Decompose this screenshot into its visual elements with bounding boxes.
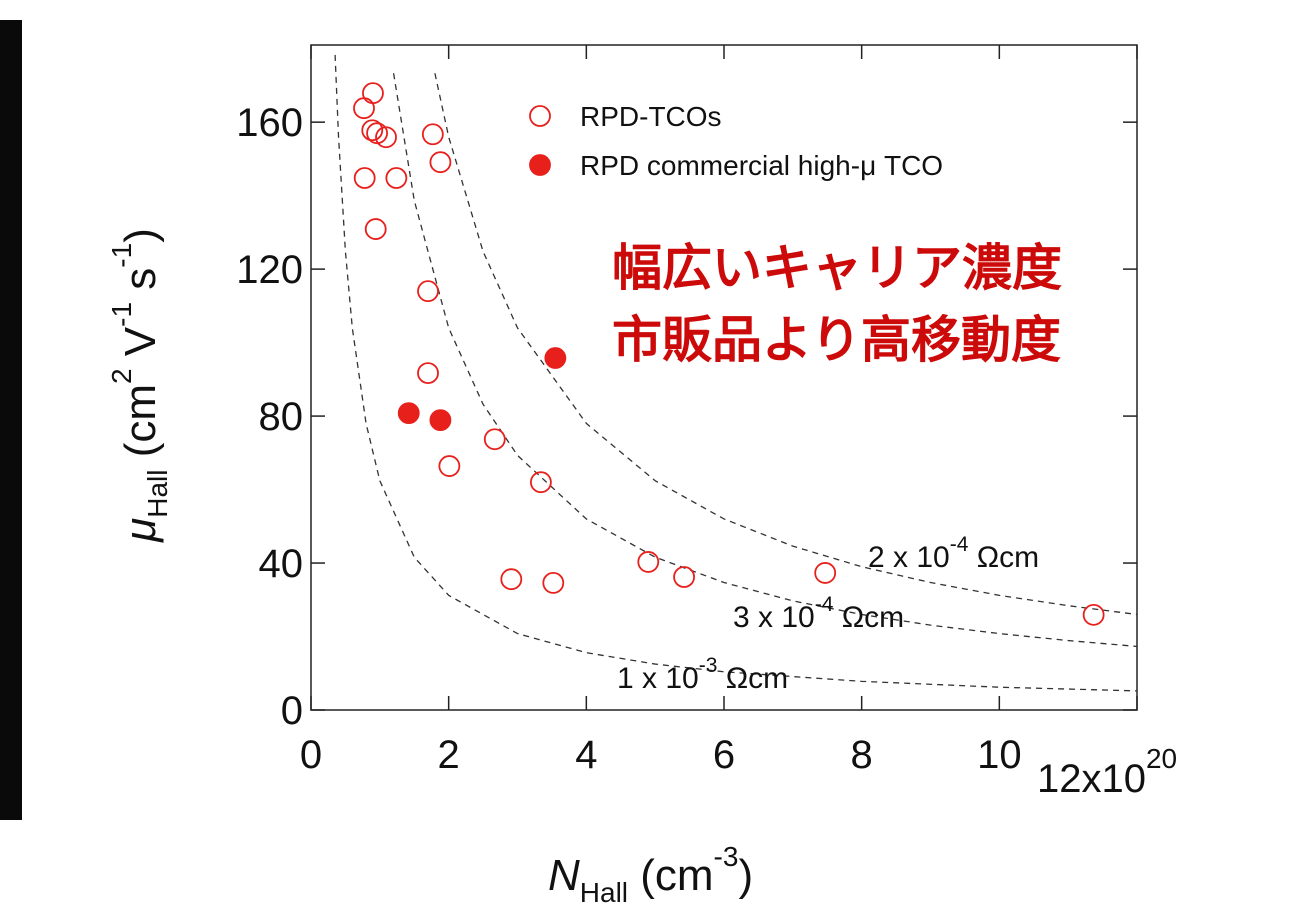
data-point	[417, 280, 439, 303]
x-tick-label-base: 12x10	[1037, 757, 1146, 801]
x-tick-label-exp: 20	[1146, 743, 1177, 774]
data-point	[397, 402, 420, 425]
data-point	[637, 551, 660, 573]
y-tick-label: 40	[259, 542, 304, 586]
annotation: 幅広いキャリア濃度	[612, 239, 1062, 297]
curves	[334, 54, 1137, 692]
x-tick-label: 0	[300, 733, 322, 777]
curve-label: 2 x 10-4 Ωcm	[868, 533, 1039, 574]
legend-label: RPD-TCOs	[580, 101, 722, 132]
y-axis-label-part: V	[116, 326, 165, 368]
data-point	[361, 119, 384, 142]
x-axis-label: NHall (cm-3)	[548, 841, 753, 906]
curve-label-unit: Ωcm	[833, 601, 904, 634]
y-tick-label: 120	[236, 248, 303, 292]
x-axis-label-part: -3	[714, 841, 739, 872]
curve-label-base: 3 x 10	[733, 601, 815, 634]
y-axis-label-part: -1	[106, 302, 137, 327]
legend-marker	[529, 105, 551, 127]
data-point	[417, 362, 439, 384]
legend-marker	[529, 154, 551, 176]
x-tick-label: 6	[713, 733, 735, 777]
curve-label-exp: -4	[815, 593, 834, 616]
y-axis-label-part: -1	[106, 243, 137, 268]
curve-label: 1 x 10-3 Ωcm	[617, 654, 788, 695]
data-point	[353, 167, 376, 189]
data-point	[429, 409, 452, 432]
data-point	[544, 347, 567, 369]
data-point	[353, 97, 375, 120]
legend-label: RPD commercial high-μ TCO	[580, 150, 943, 181]
data-point	[364, 218, 387, 240]
curve-label-base: 1 x 10	[617, 662, 699, 695]
x-tick-label: 2	[438, 733, 460, 777]
curve-label-unit: Ωcm	[968, 541, 1039, 574]
curve-label-exp: -4	[950, 533, 969, 556]
y-tick-label: 160	[236, 101, 303, 145]
curve-label-exp: -3	[699, 654, 718, 677]
y-axis-label-part: 2	[106, 368, 137, 384]
data-point	[542, 571, 565, 594]
y-axis-label-part: Hall	[142, 470, 173, 518]
data-point	[500, 568, 523, 591]
x-axis-label-part: (cm	[628, 851, 714, 900]
x-axis-label-part: )	[738, 851, 753, 900]
data-point	[375, 126, 397, 149]
x-tick-label: 4	[575, 733, 597, 777]
x-tick-label: 10	[977, 733, 1022, 777]
y-tick-label: 0	[281, 689, 303, 733]
data-point	[530, 471, 552, 494]
data-point	[385, 167, 408, 189]
curve-label: 3 x 10-4 Ωcm	[733, 593, 904, 634]
side-photo	[0, 20, 22, 820]
y-tick-label: 80	[259, 395, 304, 439]
y-axis-label-part: μ	[116, 518, 165, 543]
curve-label-base: 2 x 10	[868, 541, 950, 574]
data-point	[438, 455, 461, 477]
y-axis-label-part: s	[116, 268, 165, 302]
data-point	[429, 151, 452, 174]
curve-label-unit: Ωcm	[717, 662, 788, 695]
resistivity-curve	[434, 73, 1137, 616]
data-point	[483, 428, 506, 451]
y-axis-label-part: (cm	[116, 384, 165, 470]
x-axis-label-part: Hall	[580, 877, 628, 906]
annotation: 市販品より高移動度	[612, 311, 1061, 369]
y-axis-label: μHall (cm2 V-1 s-1)	[106, 228, 173, 543]
x-axis-label-part: N	[548, 851, 580, 900]
x-tick-label: 8	[851, 733, 873, 777]
data-point	[362, 82, 384, 105]
data-point	[421, 123, 444, 146]
data-point	[814, 562, 837, 584]
x-tick-label: 12x1020	[1037, 743, 1177, 801]
data-point	[673, 566, 695, 588]
y-axis-label-part: )	[116, 228, 165, 243]
data-point	[1082, 603, 1105, 626]
resistivity-curve	[334, 54, 1137, 692]
